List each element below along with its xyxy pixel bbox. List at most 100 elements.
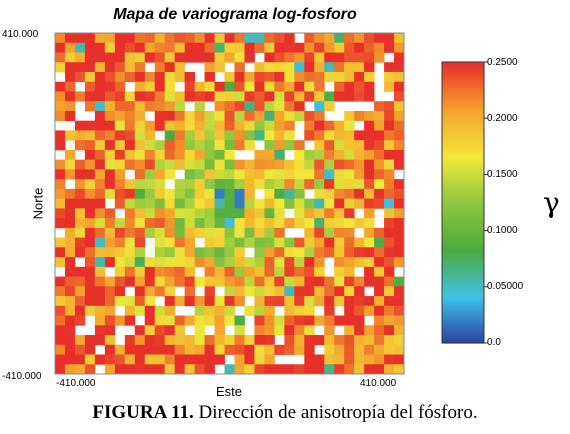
heatmap-cell xyxy=(64,315,76,326)
heatmap-cell xyxy=(324,120,335,131)
colorbar-segment xyxy=(442,310,484,314)
heatmap-cell xyxy=(154,198,166,209)
heatmap-cell xyxy=(264,130,275,141)
heatmap-cell xyxy=(134,179,146,190)
heatmap-cell xyxy=(244,159,255,170)
heatmap-cell xyxy=(154,276,166,287)
heatmap-cell xyxy=(314,208,325,219)
heatmap-cell xyxy=(384,62,395,73)
heatmap-cell xyxy=(104,91,116,102)
heatmap-cell xyxy=(144,286,156,297)
colorbar-segment xyxy=(442,338,484,342)
heatmap-cell xyxy=(304,110,315,122)
heatmap-cell xyxy=(114,149,126,161)
heatmap-cell xyxy=(264,71,275,83)
heatmap-cell xyxy=(284,286,295,297)
heatmap-cell xyxy=(164,130,176,141)
heatmap-cell xyxy=(64,198,76,209)
colorbar-segment xyxy=(442,64,484,68)
heatmap-cell xyxy=(104,81,116,92)
heatmap-cell xyxy=(114,227,126,238)
heatmap-cell xyxy=(174,237,186,248)
heatmap-cell xyxy=(204,266,215,277)
heatmap-cell xyxy=(304,364,315,375)
heatmap-cell xyxy=(74,344,86,355)
heatmap-cell xyxy=(55,42,66,53)
heatmap-cell xyxy=(274,198,285,209)
heatmap-cell xyxy=(174,130,186,141)
heatmap-cell xyxy=(64,110,76,122)
heatmap-cell xyxy=(374,296,385,307)
heatmap-cell xyxy=(94,149,106,161)
heatmap-cell xyxy=(154,325,166,336)
heatmap-cell xyxy=(344,33,355,44)
heatmap-cell xyxy=(344,354,355,365)
heatmap-cell xyxy=(364,149,375,161)
heatmap-cell xyxy=(224,120,235,131)
heatmap-cell xyxy=(204,276,215,287)
heatmap-cell xyxy=(94,101,106,112)
heatmap-cell xyxy=(324,198,335,209)
heatmap-cell xyxy=(294,208,305,219)
colorbar-segment xyxy=(442,246,484,250)
heatmap-cell xyxy=(184,140,195,151)
heatmap-cell xyxy=(124,140,136,151)
colorbar-segment xyxy=(442,87,484,91)
heatmap-cell xyxy=(214,169,225,180)
heatmap-cell xyxy=(55,81,66,92)
heatmap-cell xyxy=(334,315,345,326)
colorbar-segment xyxy=(442,174,484,178)
heatmap-cell xyxy=(324,33,335,44)
heatmap-cell xyxy=(214,335,225,346)
heatmap-cell xyxy=(114,169,126,180)
heatmap-cell xyxy=(64,364,76,375)
heatmap-cell xyxy=(344,179,355,190)
heatmap-cell xyxy=(224,42,235,53)
heatmap-cell xyxy=(184,52,195,63)
heatmap-cell xyxy=(234,120,245,131)
heatmap-cell xyxy=(304,218,315,229)
colorbar-segment xyxy=(442,216,484,220)
heatmap-cell xyxy=(124,354,136,365)
heatmap-cell xyxy=(264,227,275,238)
heatmap-cell xyxy=(74,169,86,180)
heatmap-cell xyxy=(104,286,116,297)
heatmap-cell xyxy=(254,286,265,297)
heatmap-cell xyxy=(324,179,335,190)
heatmap-cell xyxy=(144,130,156,141)
heatmap-cell xyxy=(284,169,295,180)
heatmap-cell xyxy=(334,354,345,365)
heatmap-cell xyxy=(384,130,395,141)
colorbar-segment xyxy=(442,214,484,218)
heatmap-cell xyxy=(324,169,335,180)
heatmap-cell xyxy=(234,62,245,73)
heatmap-cell xyxy=(364,305,375,316)
heatmap-cell xyxy=(134,208,146,219)
heatmap-cell xyxy=(184,364,195,375)
heatmap-cell xyxy=(104,33,116,44)
heatmap-cell xyxy=(114,42,126,53)
heatmap-cell xyxy=(174,179,186,190)
colorbar-segment xyxy=(442,225,484,229)
heatmap-cell xyxy=(84,335,96,346)
colorbar-segment xyxy=(442,331,484,335)
heatmap-cell xyxy=(264,52,275,63)
heatmap-cell xyxy=(164,62,176,73)
heatmap-cell xyxy=(94,286,106,297)
heatmap-cell xyxy=(344,364,355,375)
heatmap-cell xyxy=(264,364,275,375)
heatmap-cell xyxy=(224,208,235,219)
heatmap-cell xyxy=(204,81,215,92)
heatmap-cell xyxy=(344,227,355,238)
heatmap-cell xyxy=(154,101,166,112)
heatmap-cell xyxy=(354,325,365,336)
heatmap-cell xyxy=(354,71,365,83)
heatmap-cell xyxy=(244,364,255,375)
heatmap-cell xyxy=(174,227,186,238)
heatmap-cell xyxy=(194,169,205,180)
heatmap-cell xyxy=(104,140,116,151)
heatmap-cell xyxy=(344,149,355,161)
heatmap-cell xyxy=(84,91,96,102)
colorbar-segment xyxy=(442,129,484,133)
colorbar-segment xyxy=(442,256,484,260)
